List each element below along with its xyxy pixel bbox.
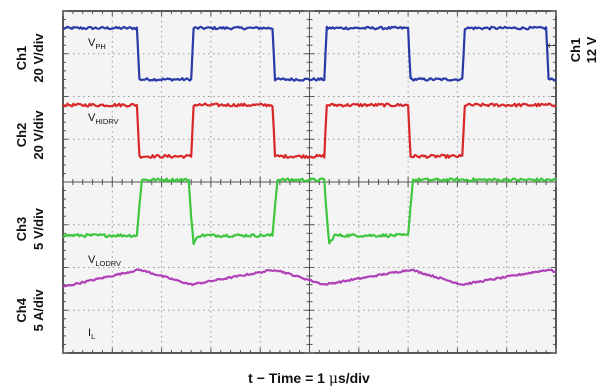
trace-ch4 xyxy=(62,268,557,288)
grid xyxy=(62,10,557,354)
scale-label-ch1: Ch1 20 V/div xyxy=(14,33,46,83)
channel-scale: 20 V/div xyxy=(31,110,46,160)
trace-ch1 xyxy=(62,25,557,82)
x-axis-label: t − Time = 1 μs/div xyxy=(248,370,370,387)
right-ch1-marker-label: 12 V xyxy=(584,36,599,63)
channel-name: Ch4 xyxy=(14,297,29,322)
traces xyxy=(62,25,557,288)
channel-scale: 20 V/div xyxy=(31,33,46,83)
channel-scale: 5 A/div xyxy=(31,288,46,331)
ch1-reference-arrow-icon: ← xyxy=(547,39,556,52)
scale-label-ch3: Ch3 5 V/div xyxy=(14,207,46,250)
scale-label-ch2: Ch2 20 V/div xyxy=(14,110,46,160)
channel-name: Ch1 xyxy=(14,46,29,71)
trace-ch2 xyxy=(62,102,557,159)
right-ch1-name: Ch1 xyxy=(568,38,583,63)
trace-labels: VPH VHIDRV VLODRV IL xyxy=(88,37,121,341)
channel-scale: 5 V/div xyxy=(31,207,46,250)
ch1-reference-marker: ← xyxy=(547,39,556,52)
channel-name: Ch3 xyxy=(14,217,29,242)
trace-label-ch3: VLODRV xyxy=(88,254,121,268)
trace-ch3 xyxy=(62,177,557,246)
scale-label-ch4: Ch4 5 A/div xyxy=(14,288,46,331)
trace-label-ch1: VPH xyxy=(88,37,106,51)
trace-label-ch4: IL xyxy=(88,327,95,341)
trace-label-ch2: VHIDRV xyxy=(88,112,119,126)
channel-name: Ch2 xyxy=(14,123,29,148)
right-ch1-label-group: Ch1 12 V xyxy=(568,36,599,63)
